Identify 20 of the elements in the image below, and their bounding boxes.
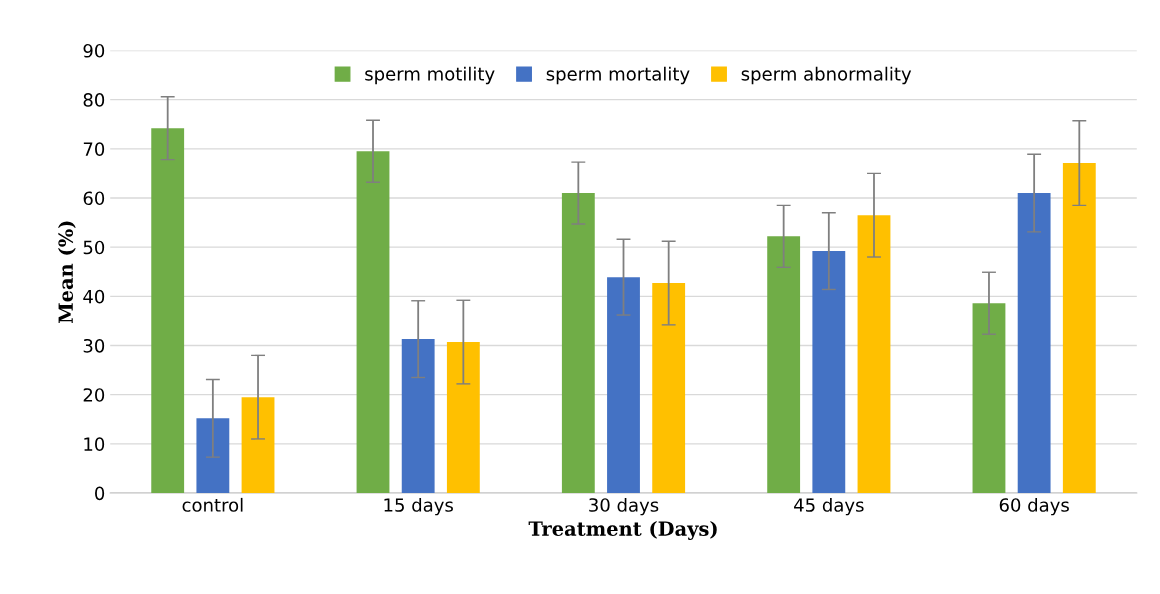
x-tick-label: 30 days bbox=[589, 497, 659, 516]
x-axis-title: Treatment (Days) bbox=[528, 520, 717, 541]
legend-label: sperm abnormality bbox=[741, 66, 912, 85]
legend-label: sperm mortality bbox=[546, 66, 690, 85]
y-tick-label: 80 bbox=[83, 93, 105, 107]
x-tick-label: 60 days bbox=[999, 497, 1069, 516]
y-tick-label: 60 bbox=[83, 191, 105, 206]
y-tick-label: 40 bbox=[83, 289, 105, 304]
y-tick-label: 50 bbox=[83, 240, 105, 255]
x-tick-label: control bbox=[182, 497, 243, 512]
y-tick-label: 20 bbox=[83, 388, 105, 402]
y-tick-label: 70 bbox=[83, 142, 105, 156]
legend-label: sperm motility bbox=[365, 66, 495, 85]
y-tick-label: 30 bbox=[83, 338, 105, 353]
y-tick-label: 90 bbox=[83, 43, 105, 58]
y-axis-title: Mean (%) bbox=[57, 221, 76, 324]
x-tick-label: 15 days bbox=[384, 497, 453, 516]
x-tick-label: 45 days bbox=[794, 497, 864, 516]
y-tick-label: 10 bbox=[84, 437, 105, 451]
y-tick-label: 0 bbox=[95, 486, 105, 501]
